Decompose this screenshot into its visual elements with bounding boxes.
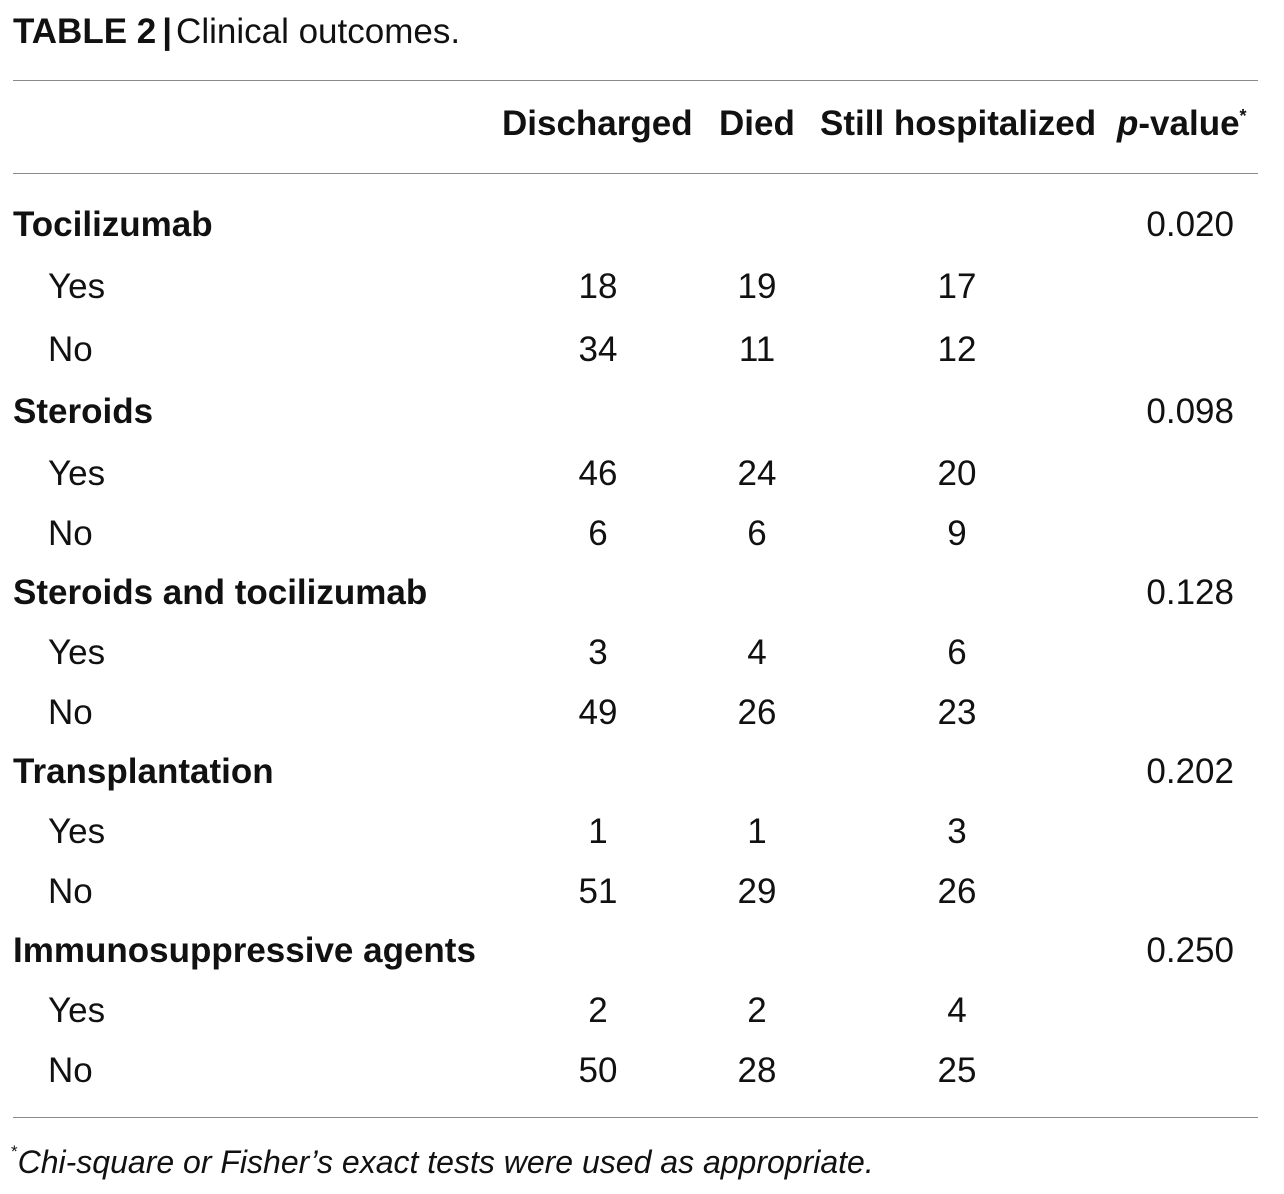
group-label: Steroids and tocilizumab — [13, 573, 428, 612]
header-still-hospitalized: Still hospitalized — [820, 104, 1097, 143]
table-group-row: Immunosuppressive agents 0.250 — [0, 928, 1284, 974]
table-row: No 6 6 9 — [0, 511, 1284, 557]
header-pvalue-text: -value — [1138, 104, 1240, 143]
cell-discharged: 46 — [578, 454, 618, 493]
cell-died: 4 — [747, 633, 767, 672]
cell-still-hospitalized: 26 — [937, 872, 977, 911]
row-label: Yes — [48, 991, 106, 1030]
top-rule — [13, 80, 1258, 81]
table-row: No 50 28 25 — [0, 1048, 1284, 1094]
cell-died: 2 — [747, 991, 767, 1030]
header-pvalue-mark: * — [1239, 106, 1247, 126]
header-pvalue-p: p — [1117, 104, 1139, 143]
row-label: No — [48, 330, 93, 369]
table-row: Yes 46 24 20 — [0, 451, 1284, 497]
group-label: Transplantation — [13, 752, 274, 791]
footnote: *Chi-square or Fisher’s exact tests were… — [11, 1140, 874, 1184]
cell-discharged: 1 — [588, 812, 608, 851]
group-pvalue: 0.128 — [1146, 573, 1234, 612]
table-row: No 51 29 26 — [0, 869, 1284, 915]
cell-discharged: 3 — [588, 633, 608, 672]
table-group-row: Tocilizumab 0.020 — [0, 202, 1284, 248]
cell-still-hospitalized: 9 — [947, 514, 967, 553]
cell-died: 26 — [737, 693, 777, 732]
row-label: No — [48, 872, 93, 911]
cell-discharged: 2 — [588, 991, 608, 1030]
cell-died: 6 — [747, 514, 767, 553]
row-label: No — [48, 514, 93, 553]
table-title: Clinical outcomes. — [176, 12, 461, 51]
cell-died: 24 — [737, 454, 777, 493]
cell-still-hospitalized: 23 — [937, 693, 977, 732]
row-label: No — [48, 693, 93, 732]
group-pvalue: 0.020 — [1146, 205, 1234, 244]
row-label: Yes — [48, 454, 106, 493]
table-row: No 34 11 12 — [0, 327, 1284, 373]
row-label: Yes — [48, 267, 106, 306]
cell-died: 19 — [737, 267, 777, 306]
table-row: Yes 2 2 4 — [0, 988, 1284, 1034]
caption-separator: | — [162, 12, 173, 51]
header-discharged: Discharged — [502, 104, 693, 143]
table-group-row: Transplantation 0.202 — [0, 749, 1284, 795]
group-label: Immunosuppressive agents — [13, 931, 476, 970]
cell-discharged: 49 — [578, 693, 618, 732]
cell-still-hospitalized: 17 — [937, 267, 977, 306]
table-row: Yes 3 4 6 — [0, 630, 1284, 676]
cell-still-hospitalized: 4 — [947, 991, 967, 1030]
table-row: No 49 26 23 — [0, 690, 1284, 736]
group-pvalue: 0.098 — [1146, 392, 1234, 431]
table-row: Yes 18 19 17 — [0, 264, 1284, 310]
row-label: Yes — [48, 812, 106, 851]
header-pvalue: p-value* — [1117, 101, 1247, 147]
cell-died: 11 — [738, 330, 776, 369]
cell-discharged: 18 — [578, 267, 618, 306]
cell-still-hospitalized: 12 — [937, 330, 977, 369]
cell-discharged: 50 — [578, 1051, 618, 1090]
cell-discharged: 51 — [578, 872, 618, 911]
group-pvalue: 0.202 — [1146, 752, 1234, 791]
cell-still-hospitalized: 3 — [947, 812, 967, 851]
footnote-text: Chi-square or Fisher’s exact tests were … — [17, 1144, 874, 1180]
cell-died: 1 — [747, 812, 767, 851]
table-group-row: Steroids and tocilizumab 0.128 — [0, 570, 1284, 616]
cell-died: 29 — [737, 872, 777, 911]
bottom-rule — [13, 1117, 1258, 1118]
table-caption: TABLE 2 | Clinical outcomes. — [13, 10, 460, 54]
row-label: Yes — [48, 633, 106, 672]
table-row: Yes 1 1 3 — [0, 809, 1284, 855]
group-label: Tocilizumab — [13, 205, 213, 244]
group-label: Steroids — [13, 392, 154, 431]
header-died: Died — [719, 104, 795, 143]
cell-still-hospitalized: 25 — [937, 1051, 977, 1090]
table-label: TABLE 2 — [13, 12, 157, 51]
row-label: No — [48, 1051, 93, 1090]
header-rule — [13, 173, 1258, 174]
footnote-mark: * — [11, 1142, 18, 1161]
cell-still-hospitalized: 20 — [937, 454, 977, 493]
cell-discharged: 34 — [578, 330, 618, 369]
cell-discharged: 6 — [588, 514, 608, 553]
cell-died: 28 — [737, 1051, 777, 1090]
table-group-row: Steroids 0.098 — [0, 389, 1284, 435]
group-pvalue: 0.250 — [1146, 931, 1234, 970]
cell-still-hospitalized: 6 — [947, 633, 967, 672]
